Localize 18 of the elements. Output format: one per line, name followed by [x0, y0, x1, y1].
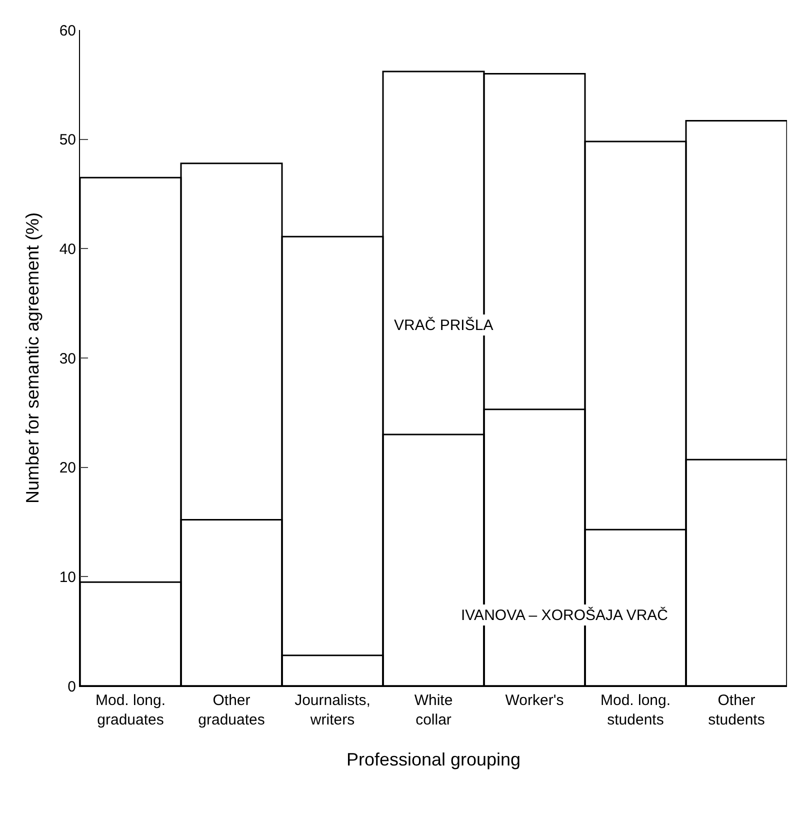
x-tick-label: Journalists, writers: [294, 692, 370, 728]
x-tick-label: Other students: [708, 692, 765, 728]
y-tick-label: 20: [59, 460, 76, 477]
x-tick-label: Worker's: [505, 692, 564, 709]
y-tick-label: 40: [59, 240, 76, 258]
y-tick-label: 30: [59, 350, 76, 368]
y-tick-label: 60: [59, 22, 76, 40]
x-tick-label: Other graduates: [198, 692, 265, 728]
y-tick-label: 50: [59, 132, 76, 149]
x-tick-label: White collar: [414, 692, 453, 728]
y-tick-label: 10: [59, 568, 76, 586]
series-label: IVANOVA – XOROŠAJA VRAČ: [461, 606, 668, 624]
series-label: VRAČ PRIŠLA: [394, 316, 494, 334]
y-axis-title: Number for semantic agreement (%): [22, 212, 43, 504]
x-tick-label: Mod. long. students: [600, 692, 671, 728]
x-axis-title: Professional grouping: [346, 750, 521, 770]
y-tick-label: 0: [68, 678, 76, 696]
x-tick-label: Mod. long. graduates: [95, 692, 166, 728]
